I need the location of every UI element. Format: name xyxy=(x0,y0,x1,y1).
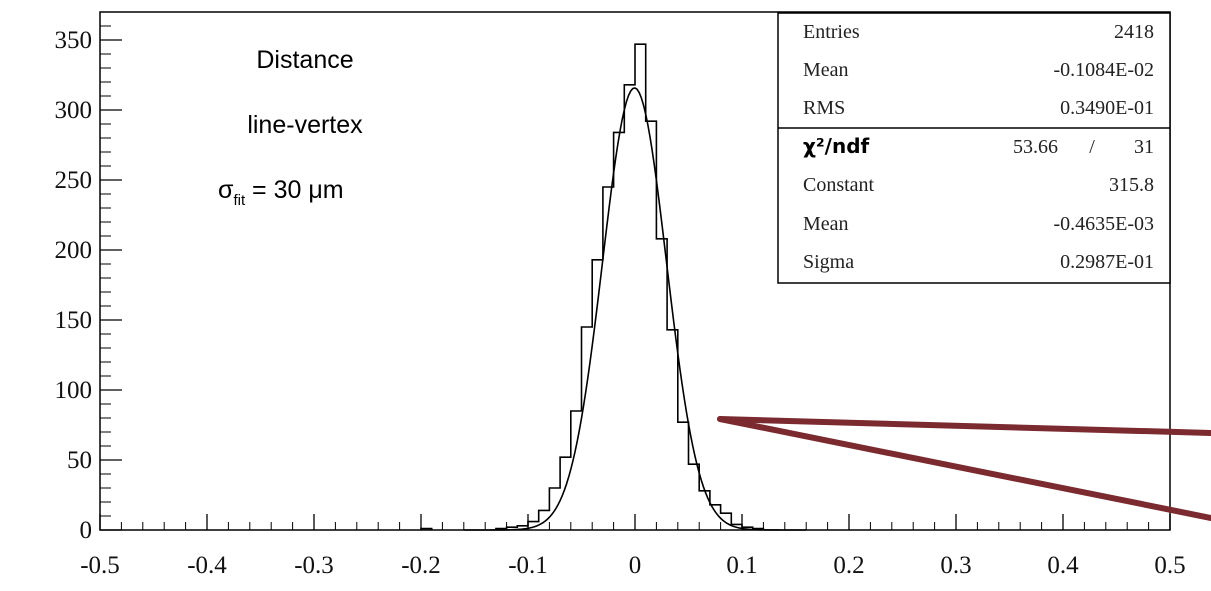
sigma-value: = 30 μm xyxy=(245,176,343,204)
stats-chi2-value: 53.66 xyxy=(1013,136,1058,158)
x-axis: -0.5 -0.4 -0.3 -0.2 -0.1 0 0.1 0.2 0.3 0.4 0.5 xyxy=(80,514,1186,579)
sigma-subscript: fit xyxy=(233,192,246,209)
distance-annotation: Distance line-vertex σfit = 30 μm xyxy=(218,46,363,209)
annotation-line-2: line-vertex xyxy=(247,111,363,139)
pointer-arrows xyxy=(717,416,1211,521)
x-tick-label: 0.4 xyxy=(1047,552,1079,579)
stats-ndf-value: 31 xyxy=(1134,136,1154,158)
y-tick-label: 0 xyxy=(80,517,93,544)
stats-entries-label: Entries xyxy=(803,21,860,43)
stats-fit-mean-value: -0.4635E-03 xyxy=(1053,213,1154,235)
y-axis: 0 50 100 150 200 250 300 350 xyxy=(55,11,122,544)
x-tick-label: -0.1 xyxy=(508,552,548,579)
stats-constant-label: Constant xyxy=(803,174,875,196)
x-tick-label: -0.3 xyxy=(294,552,334,579)
stats-mean-value: -0.1084E-02 xyxy=(1053,59,1154,81)
y-tick-label: 150 xyxy=(55,307,93,334)
pointer-line-upper xyxy=(717,416,1211,436)
x-tick-label: 0 xyxy=(629,552,642,579)
x-tick-label: -0.2 xyxy=(401,552,441,579)
stats-rms-label: RMS xyxy=(803,97,845,119)
y-tick-label: 200 xyxy=(55,237,93,264)
stats-ndf-separator: / xyxy=(1089,136,1095,158)
y-tick-label: 100 xyxy=(55,377,93,404)
stats-fit-mean-label: Mean xyxy=(803,213,849,235)
stats-chi2-label: χ²/ndf xyxy=(803,134,870,158)
stats-rms-value: 0.3490E-01 xyxy=(1060,97,1154,119)
stats-box-frame xyxy=(777,12,1171,284)
x-tick-label: 0.3 xyxy=(940,552,971,579)
stats-mean-label: Mean xyxy=(803,59,849,81)
y-tick-label: 50 xyxy=(67,447,92,474)
y-tick-label: 250 xyxy=(55,167,93,194)
stats-box: Entries 2418 Mean -0.1084E-02 RMS 0.3490… xyxy=(777,12,1171,284)
x-tick-label: 0.2 xyxy=(833,552,864,579)
x-tick-label: -0.5 xyxy=(80,552,120,579)
histogram-series xyxy=(420,43,765,530)
stats-constant-value: 315.8 xyxy=(1109,174,1154,196)
x-tick-label: 0.1 xyxy=(726,552,757,579)
gaussian-fit-curve xyxy=(463,87,807,531)
x-tick-label: -0.4 xyxy=(187,552,227,579)
stats-sigma-value: 0.2987E-01 xyxy=(1060,251,1154,273)
sigma-symbol: σ xyxy=(218,176,234,204)
annotation-line-1: Distance xyxy=(256,46,353,74)
y-tick-label: 350 xyxy=(55,27,93,54)
stats-entries-value: 2418 xyxy=(1114,21,1154,43)
annotation-sigma: σfit = 30 μm xyxy=(218,176,344,209)
y-tick-label: 300 xyxy=(55,97,93,124)
x-tick-label: 0.5 xyxy=(1154,552,1185,579)
stats-sigma-label: Sigma xyxy=(803,251,854,273)
pointer-line-lower xyxy=(717,416,1211,521)
